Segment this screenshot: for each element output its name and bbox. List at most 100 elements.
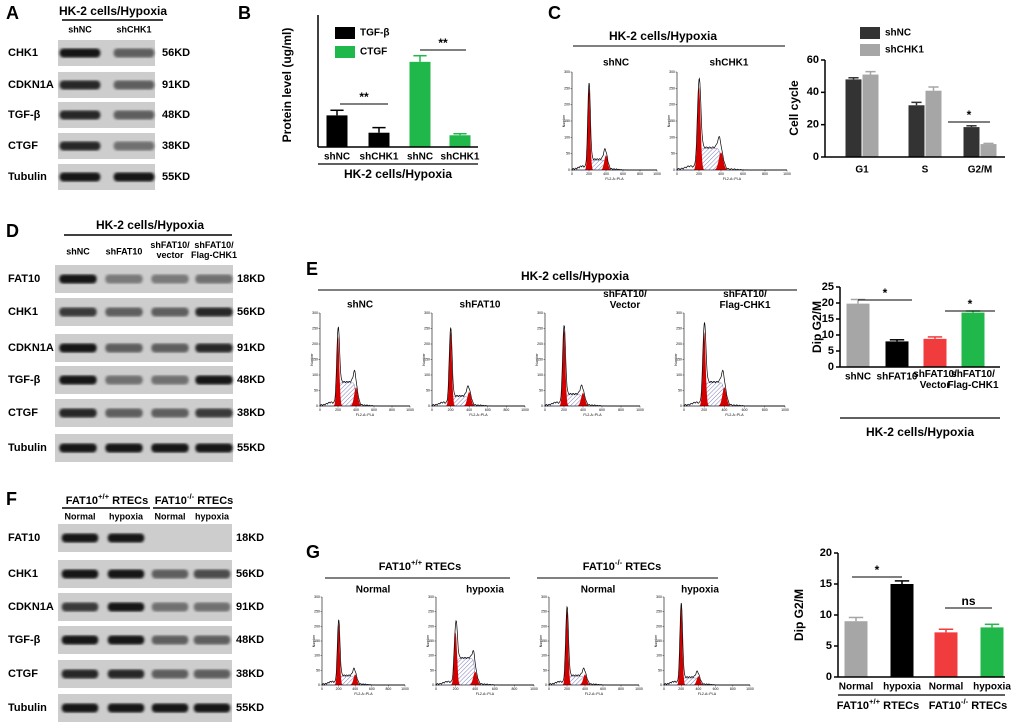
blot-band [61,669,99,679]
lane-label: shFAT10/vector [150,240,190,260]
s-phase [432,396,525,407]
bar [845,79,862,157]
flow-x-label: FL2-A::PI-A [476,692,495,696]
flow-y-tick-label: 150 [669,119,675,123]
y-axis-label: Cell cycle [787,80,801,136]
flow-y-label: Number [422,352,426,365]
group-label-sup: -/- [187,492,195,501]
group-label-rest: RTECs [968,700,1007,712]
y-tick-label: 25 [822,281,834,293]
flow-y-tick-label: 50 [316,668,320,672]
flow-x-tick-label: 800 [762,408,768,412]
blot-band [59,141,101,151]
flow-y-tick-label: 0 [568,168,570,172]
size-label: 91KD [236,601,264,613]
protein-label: CDKN1A [8,342,54,354]
y-tick-label: 15 [820,578,832,590]
flow-y-tick-label: 250 [564,86,570,90]
flow-x-tick-label: 600 [740,172,746,176]
flow-x-tick-label: 1000 [635,687,643,691]
flow-y-tick-label: 150 [676,357,682,361]
legend-label: shCHK1 [885,45,924,56]
x-tick-label: G1 [855,165,869,176]
blot-band [105,375,143,385]
panel-label: E [306,259,318,279]
flow-y-tick-label: 300 [669,70,675,74]
flow-x-tick-label: 800 [385,687,391,691]
panel-label: A [6,3,19,23]
size-label: 91KD [237,342,265,354]
g1-peak [572,86,657,170]
flow-y-tick-label: 250 [656,610,662,614]
y-tick-label: 0 [828,361,834,373]
blot-band [59,274,97,284]
blot-band [151,375,189,385]
x-axis-label: HK-2 cells/Hypoxia [866,425,974,439]
flow-x-tick-label: 400 [721,408,727,412]
sample-label-line: Vector [610,300,641,311]
flow-x-tick-label: 1000 [653,172,661,176]
flow-y-tick-label: 200 [428,624,434,628]
flow-x-tick-label: 1000 [746,687,754,691]
flow-y-tick-label: 0 [541,404,543,408]
group-label-sup: +/+ [869,697,881,706]
size-label: 38KD [237,407,265,419]
g2-peak [549,674,639,685]
bar [862,74,879,157]
g2-peak [684,387,785,406]
protein-label: CDKN1A [8,79,54,91]
blot-band [107,635,145,645]
flow-x-tick-label: 800 [511,687,517,691]
flow-y-label: Number [654,634,658,647]
size-label: 56KD [237,306,265,318]
protein-label: TGF-β [8,374,41,386]
histogram-outline [663,602,750,686]
protein-label: Tubulin [8,442,47,454]
bar [925,90,942,157]
flow-x-tick-label: 200 [696,172,702,176]
protein-label: TGF-β [8,109,41,121]
x-tick-label: hypoxia [973,682,1011,693]
panel-label: D [6,221,19,241]
blot-band [61,533,99,543]
flow-x-tick-label: 400 [580,408,586,412]
protein-label: CHK1 [8,47,38,59]
group-label-rest: RTECs [109,495,148,507]
group-label: FAT10-/- RTECs [583,558,662,573]
blot-band [113,141,155,151]
flow-y-tick-label: 50 [430,668,434,672]
protein-label: FAT10 [8,273,40,285]
size-label: 18KD [236,532,264,544]
flow-x-tick-label: 800 [637,172,643,176]
flow-x-tick-label: 200 [561,408,567,412]
blot-band [61,635,99,645]
flow-y-tick-label: 50 [426,388,430,392]
flow-y-tick-label: 300 [424,311,430,315]
x-tick-label-line: Vector [920,380,951,391]
flow-x-tick-label: 0 [663,687,665,691]
flow-y-tick-label: 100 [537,373,543,377]
blot-band [195,375,233,385]
flow-x-tick-label: 0 [435,687,437,691]
flow-y-tick-label: 0 [660,683,662,687]
g1-peak [549,610,639,685]
legend-swatch [335,46,355,58]
flow-y-tick-label: 100 [676,373,682,377]
blot-band [107,669,145,679]
flow-x-tick-label: 600 [600,687,606,691]
protein-label: CHK1 [8,568,38,580]
flow-y-tick-label: 300 [428,595,434,599]
blot-band [59,48,101,58]
y-tick-label: 20 [820,547,832,559]
lane-label: shFAT10 [106,246,143,256]
significance-label: * [967,108,972,122]
blot-band [105,307,143,317]
flow-x-label: FL2-A::PI-A [723,177,742,181]
group-label-sup: -/- [961,697,969,706]
legend-label: CTGF [360,47,387,58]
bar [409,61,431,147]
flow-y-tick-label: 0 [318,683,320,687]
bar [961,312,985,367]
flow-y-tick-label: 50 [539,388,543,392]
